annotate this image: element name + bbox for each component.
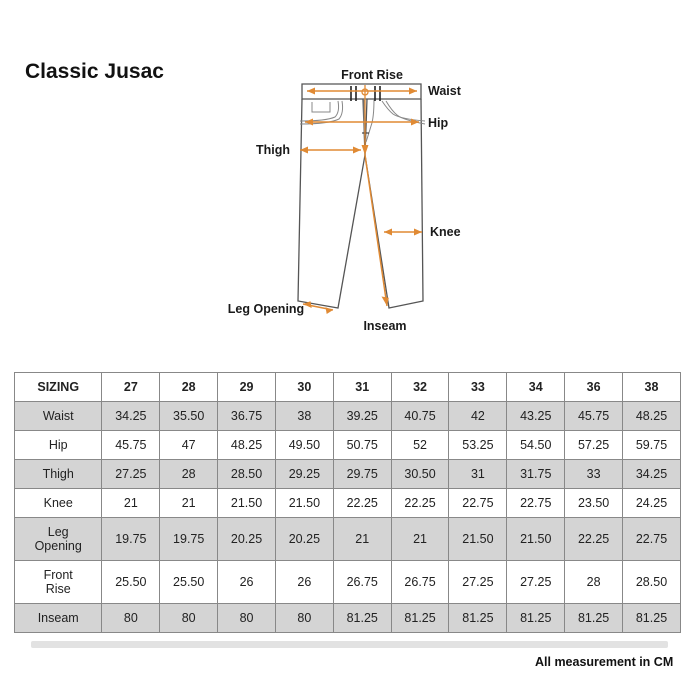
svg-text:Hip: Hip [428, 116, 449, 130]
svg-text:Leg Opening: Leg Opening [228, 302, 304, 316]
svg-text:Inseam: Inseam [363, 319, 406, 333]
svg-text:Front Rise: Front Rise [341, 68, 403, 82]
svg-text:Thigh: Thigh [256, 143, 290, 157]
svg-text:Knee: Knee [430, 225, 461, 239]
svg-text:Waist: Waist [428, 84, 462, 98]
